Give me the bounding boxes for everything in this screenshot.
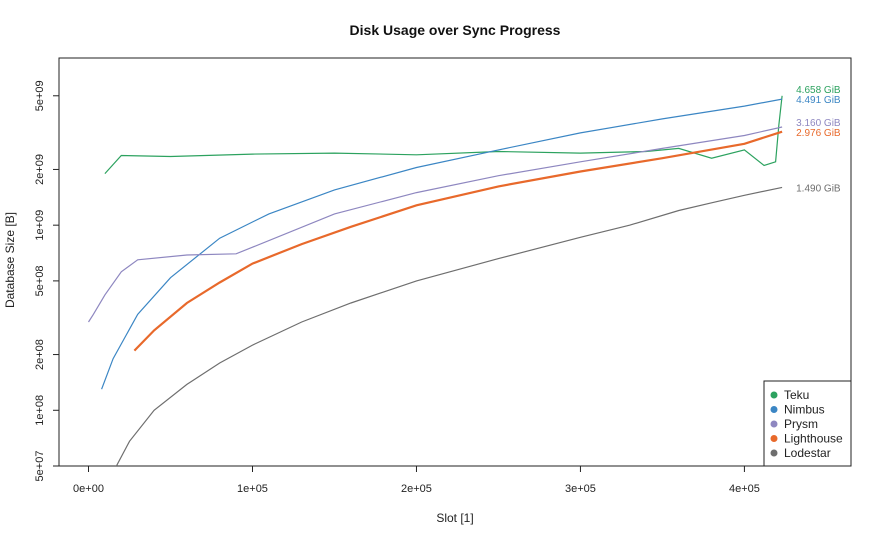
legend-marker-teku [770,391,778,399]
series-line-teku [104,95,783,175]
x-tick-label: 1e+05 [237,483,268,495]
legend-box [763,380,852,467]
y-tick-label: 2e+08 [34,339,46,370]
end-label-lodestar: 1.490 GiB [796,183,841,194]
x-tick-label: 3e+05 [565,483,596,495]
end-label-prysm: 3.160 GiB [796,118,841,129]
legend-label-lodestar: Lodestar [784,446,831,460]
x-tick-label: 0e+00 [73,483,104,495]
series-line-lodestar [115,186,783,466]
legend-label-lighthouse: Lighthouse [784,432,843,446]
y-tick-label: 5e+08 [34,265,46,296]
legend-marker-lighthouse [770,435,778,442]
legend-label-nimbus: Nimbus [784,403,825,417]
y-tick-label: 5e+07 [34,451,46,482]
plot-frame [58,57,852,467]
legend-label-teku: Teku [784,388,809,402]
legend-marker-lodestar [770,449,778,457]
y-tick-label: 2e+09 [34,154,46,185]
legend-label-prysm: Prysm [784,417,818,431]
series-line-prysm [87,126,783,323]
plot-layer: 0e+00 1e+05 2e+05 3e+05 4e+05 5e+07 1e+08 2e+08… [34,57,852,495]
y-axis-label: Database Size [B] [3,212,17,308]
end-label-lighthouse: 2.976 GiB [796,128,841,139]
y-tick-label: 1e+08 [34,395,46,426]
chart-title: Disk Usage over Sync Progress [350,22,561,38]
legend-marker-prysm [770,420,778,428]
y-tick-label: 5e+09 [34,80,46,111]
y-tick-label: 1e+09 [34,210,46,241]
end-label-nimbus: 4.491 GiB [796,95,841,106]
x-tick-label: 4e+05 [729,483,760,495]
series-line-nimbus [101,98,783,390]
x-tick-label: 2e+05 [401,483,432,495]
end-label-teku: 4.658 GiB [796,85,841,96]
series-line-lighthouse [133,130,783,352]
x-axis-label: Slot [1] [436,511,473,525]
legend-marker-nimbus [770,406,778,413]
